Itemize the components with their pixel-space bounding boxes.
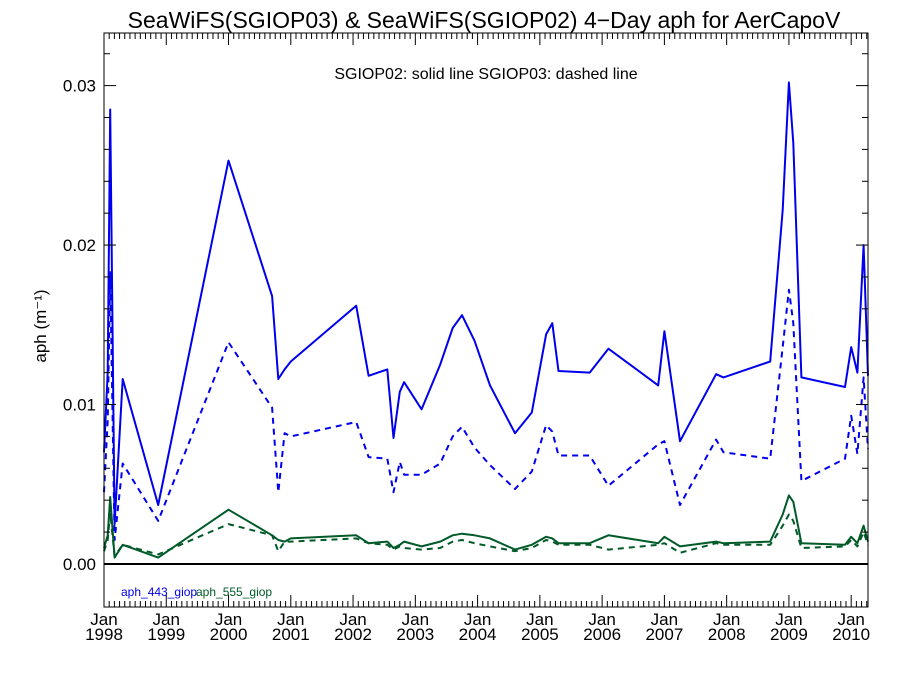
x-tick-year-label: 2001 [272, 625, 310, 644]
x-tick-year-label: 2010 [832, 625, 870, 644]
x-tick-year-label: 1998 [85, 625, 123, 644]
x-tick-year-label: 2007 [645, 625, 683, 644]
x-tick-month-label: Jan [339, 610, 366, 629]
x-tick-month-label: Jan [215, 610, 242, 629]
x-tick-year-label: 2008 [708, 625, 746, 644]
x-tick-year-label: 2000 [210, 625, 248, 644]
series-line-aph_443_giop-sgiop02 [103, 81, 869, 526]
y-axis-label: aph (m⁻¹) [31, 289, 50, 362]
line-style-note: SGIOP02: solid line SGIOP03: dashed line [334, 66, 637, 83]
x-tick-month-label: Jan [588, 610, 615, 629]
x-tick-year-label: 2002 [334, 625, 372, 644]
legend-entry-aph_443_giop: aph_443_giop [121, 585, 197, 599]
x-tick-month-label: Jan [713, 610, 740, 629]
series-line-aph_443_giop-sgiop03 [103, 271, 869, 541]
x-tick-month-label: Jan [775, 610, 802, 629]
x-tick-month-label: Jan [153, 610, 180, 629]
x-tick-month-label: Jan [402, 610, 429, 629]
series-layer [103, 81, 869, 559]
legend-entry-aph_555_giop: aph_555_giop [196, 585, 272, 599]
x-tick-year-label: 1999 [147, 625, 185, 644]
y-tick-label: 0.02 [63, 236, 96, 255]
x-tick-month-label: Jan [651, 610, 678, 629]
x-tick-year-label: 2005 [521, 625, 559, 644]
plot-frame [103, 32, 869, 608]
series-line-aph_555_giop-sgiop03 [103, 511, 869, 557]
x-tick-year-label: 2009 [770, 625, 808, 644]
x-tick-month-label: Jan [277, 610, 304, 629]
x-tick-year-label: 2006 [583, 625, 621, 644]
x-tick-month-label: Jan [526, 610, 553, 629]
x-tick-year-label: 2003 [396, 625, 434, 644]
x-tick-month-label: Jan [464, 610, 491, 629]
y-tick-label: 0.00 [63, 555, 96, 574]
x-tick-month-label: Jan [90, 610, 117, 629]
y-tick-label: 0.03 [63, 77, 96, 96]
y-tick-label: 0.01 [63, 396, 96, 415]
chart-title: SeaWiFS(SGIOP03) & SeaWiFS(SGIOP02) 4−Da… [128, 7, 841, 33]
series-line-aph_555_giop-sgiop02 [103, 494, 869, 559]
tick-layer: 0.000.010.020.03Jan1998Jan1999Jan2000Jan… [63, 33, 870, 644]
x-tick-year-label: 2004 [459, 625, 497, 644]
x-tick-month-label: Jan [837, 610, 864, 629]
